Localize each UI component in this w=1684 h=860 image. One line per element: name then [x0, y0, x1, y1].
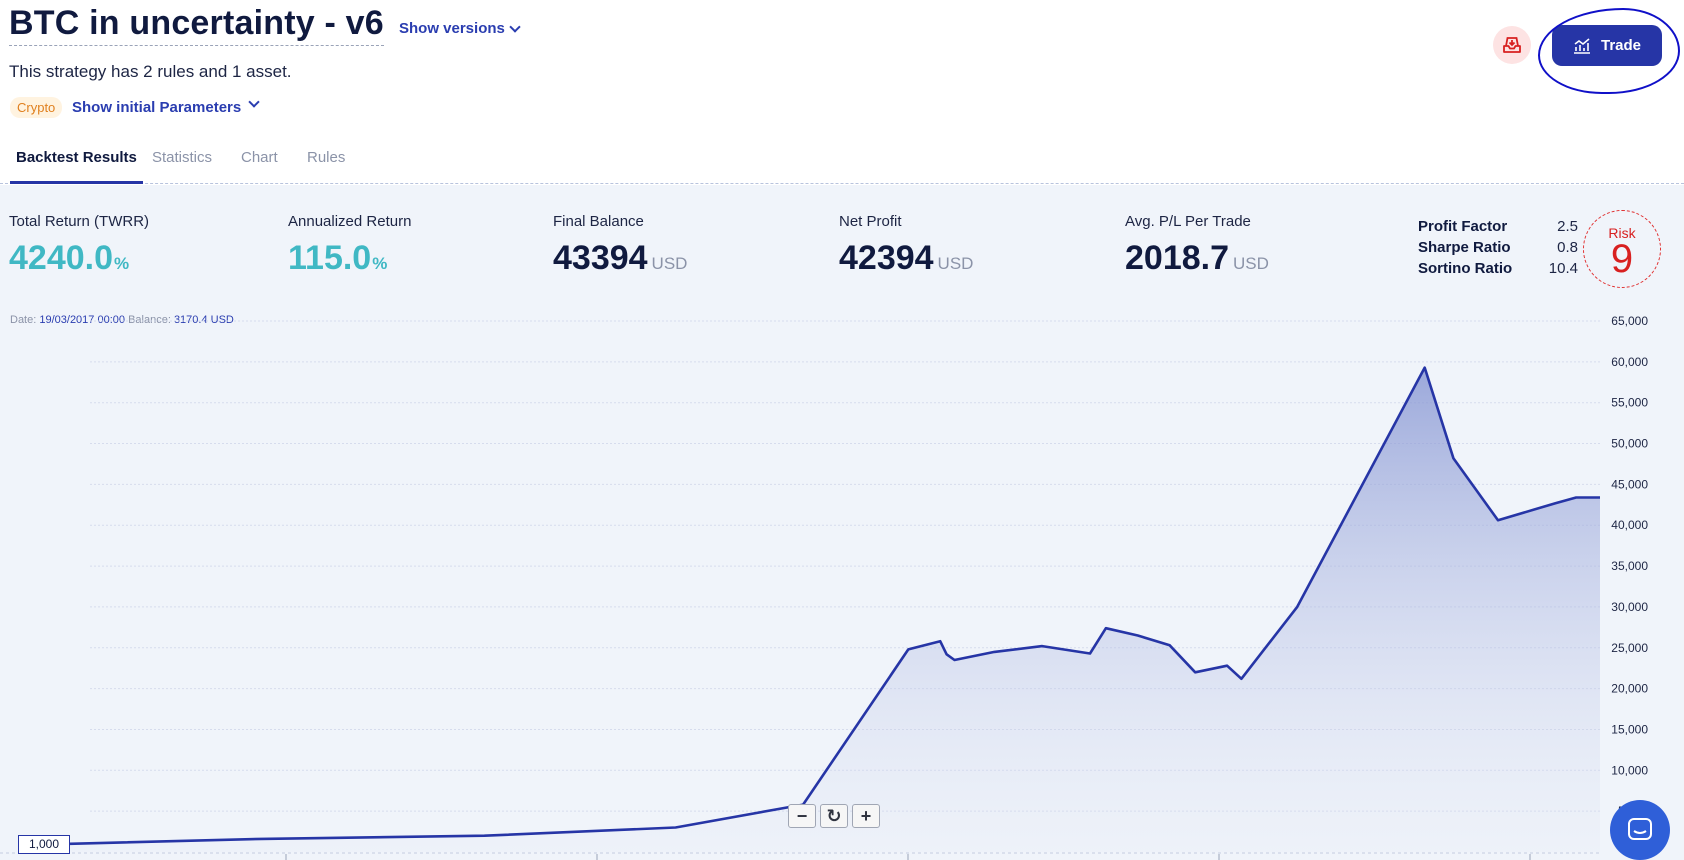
- value-unit: %: [114, 254, 130, 273]
- chevron-down-icon: [509, 20, 521, 33]
- asset-tag: Crypto: [10, 97, 63, 118]
- show-versions-button[interactable]: Show versions: [399, 20, 521, 37]
- chart-readout: Date: 19/03/2017 00:00 Balance: 3170.4 U…: [10, 314, 234, 326]
- zoom-out-button[interactable]: −: [788, 804, 816, 828]
- stat-label: Avg. P/L Per Trade: [1125, 213, 1251, 230]
- value-unit: %: [372, 254, 388, 273]
- y-tick-label: 50,000: [1611, 437, 1648, 451]
- stat-value: 115.0%: [288, 239, 411, 278]
- stat-final-balance: Final Balance 43394 USD: [553, 213, 687, 278]
- page-title: BTC in uncertainty - v6: [9, 4, 384, 46]
- equity-area: [70, 367, 1600, 852]
- y-tick-label: 45,000: [1611, 477, 1648, 491]
- risk-value: 9: [1610, 237, 1634, 281]
- ratio-value: 0.8: [1557, 239, 1578, 256]
- y-tick-label: 35,000: [1611, 559, 1648, 573]
- strategy-summary: This strategy has 2 rules and 1 asset.: [9, 62, 292, 81]
- ratio-row: Sharpe Ratio 0.8: [1418, 239, 1578, 260]
- stat-annualized-return: Annualized Return 115.0%: [288, 213, 411, 278]
- tab-rules[interactable]: Rules: [307, 149, 346, 166]
- y-tick-label: 25,000: [1611, 641, 1648, 655]
- ratio-row: Profit Factor 2.5: [1418, 218, 1578, 239]
- risk-label: Risk: [1608, 225, 1636, 241]
- y-tick-label: 40,000: [1611, 518, 1648, 532]
- stat-value: 2018.7 USD: [1125, 239, 1269, 278]
- ratio-name: Sortino Ratio: [1418, 260, 1513, 277]
- show-versions-label: Show versions: [399, 20, 505, 37]
- stat-label: Net Profit: [839, 213, 902, 230]
- stat-value: 4240.0%: [9, 239, 149, 278]
- value-unit: USD: [937, 254, 974, 273]
- show-params-button[interactable]: Show initial Parameters: [72, 99, 242, 116]
- y-tick-label: 15,000: [1611, 722, 1648, 736]
- ratio-value: 2.5: [1557, 218, 1578, 235]
- tab-statistics[interactable]: Statistics: [152, 149, 213, 166]
- stat-net-profit: Net Profit 42394 USD: [839, 213, 973, 278]
- trade-button[interactable]: Trade: [1552, 25, 1662, 66]
- value-text: 43394: [553, 239, 648, 277]
- zoom-reset-button[interactable]: ↻: [820, 804, 848, 828]
- value-text: 42394: [839, 239, 934, 277]
- inbox-download-icon: [1503, 37, 1521, 53]
- value-unit: USD: [651, 254, 688, 273]
- y-tick-label: 65,000: [1611, 314, 1648, 328]
- value-unit: USD: [1233, 254, 1269, 273]
- stat-label: Annualized Return: [288, 213, 412, 230]
- ratio-value: 10.4: [1548, 260, 1578, 277]
- y-tick-label: 20,000: [1611, 682, 1648, 696]
- y-tick-label: 60,000: [1611, 355, 1648, 369]
- y-tick-label: 55,000: [1611, 396, 1648, 410]
- tab-backtest-results[interactable]: Backtest Results: [10, 149, 143, 184]
- ratio-list: Profit Factor 2.5 Sharpe Ratio 0.8 Sortino…: [1418, 218, 1578, 281]
- value-text: 115.0: [288, 239, 372, 277]
- chart-icon: [1573, 37, 1590, 54]
- ratio-name: Profit Factor: [1418, 218, 1508, 235]
- stat-value: 42394 USD: [839, 239, 973, 278]
- zoom-in-button[interactable]: +: [852, 804, 880, 828]
- readout-date-label: Date:: [10, 314, 37, 326]
- tab-chart[interactable]: Chart: [241, 149, 278, 166]
- value-text: 2018.7: [1125, 239, 1229, 277]
- readout-date: 19/03/2017 00:00: [39, 314, 125, 326]
- ratio-name: Sharpe Ratio: [1418, 239, 1511, 256]
- y-tick-label: 30,000: [1611, 600, 1648, 614]
- chat-button[interactable]: [1610, 800, 1670, 860]
- readout-balance: 3170.4 USD: [173, 314, 234, 326]
- risk-badge: Risk 9: [1583, 210, 1661, 288]
- y-tick-label: 10,000: [1611, 763, 1648, 777]
- stat-avg-pl: Avg. P/L Per Trade 2018.7 USD: [1125, 213, 1269, 278]
- trade-label: Trade: [1600, 37, 1642, 54]
- readout-balance-label: Balance:: [128, 314, 171, 326]
- start-value-label: 1,000: [18, 835, 70, 854]
- download-button[interactable]: [1493, 26, 1531, 64]
- stat-label: Total Return (TWRR): [9, 213, 150, 230]
- value-text: 4240.0: [9, 239, 113, 277]
- chevron-down-icon[interactable]: [248, 96, 260, 108]
- ratio-row: Sortino Ratio 10.4: [1418, 260, 1578, 281]
- chat-icon: [1628, 818, 1652, 840]
- stat-label: Final Balance: [553, 213, 644, 230]
- equity-chart[interactable]: 05,00010,00015,00020,00025,00030,00035,0…: [0, 310, 1684, 860]
- stat-total-return: Total Return (TWRR) 4240.0%: [9, 213, 149, 278]
- stat-value: 43394 USD: [553, 239, 687, 278]
- tab-bar: Backtest Results Statistics Chart Rules: [0, 140, 1684, 184]
